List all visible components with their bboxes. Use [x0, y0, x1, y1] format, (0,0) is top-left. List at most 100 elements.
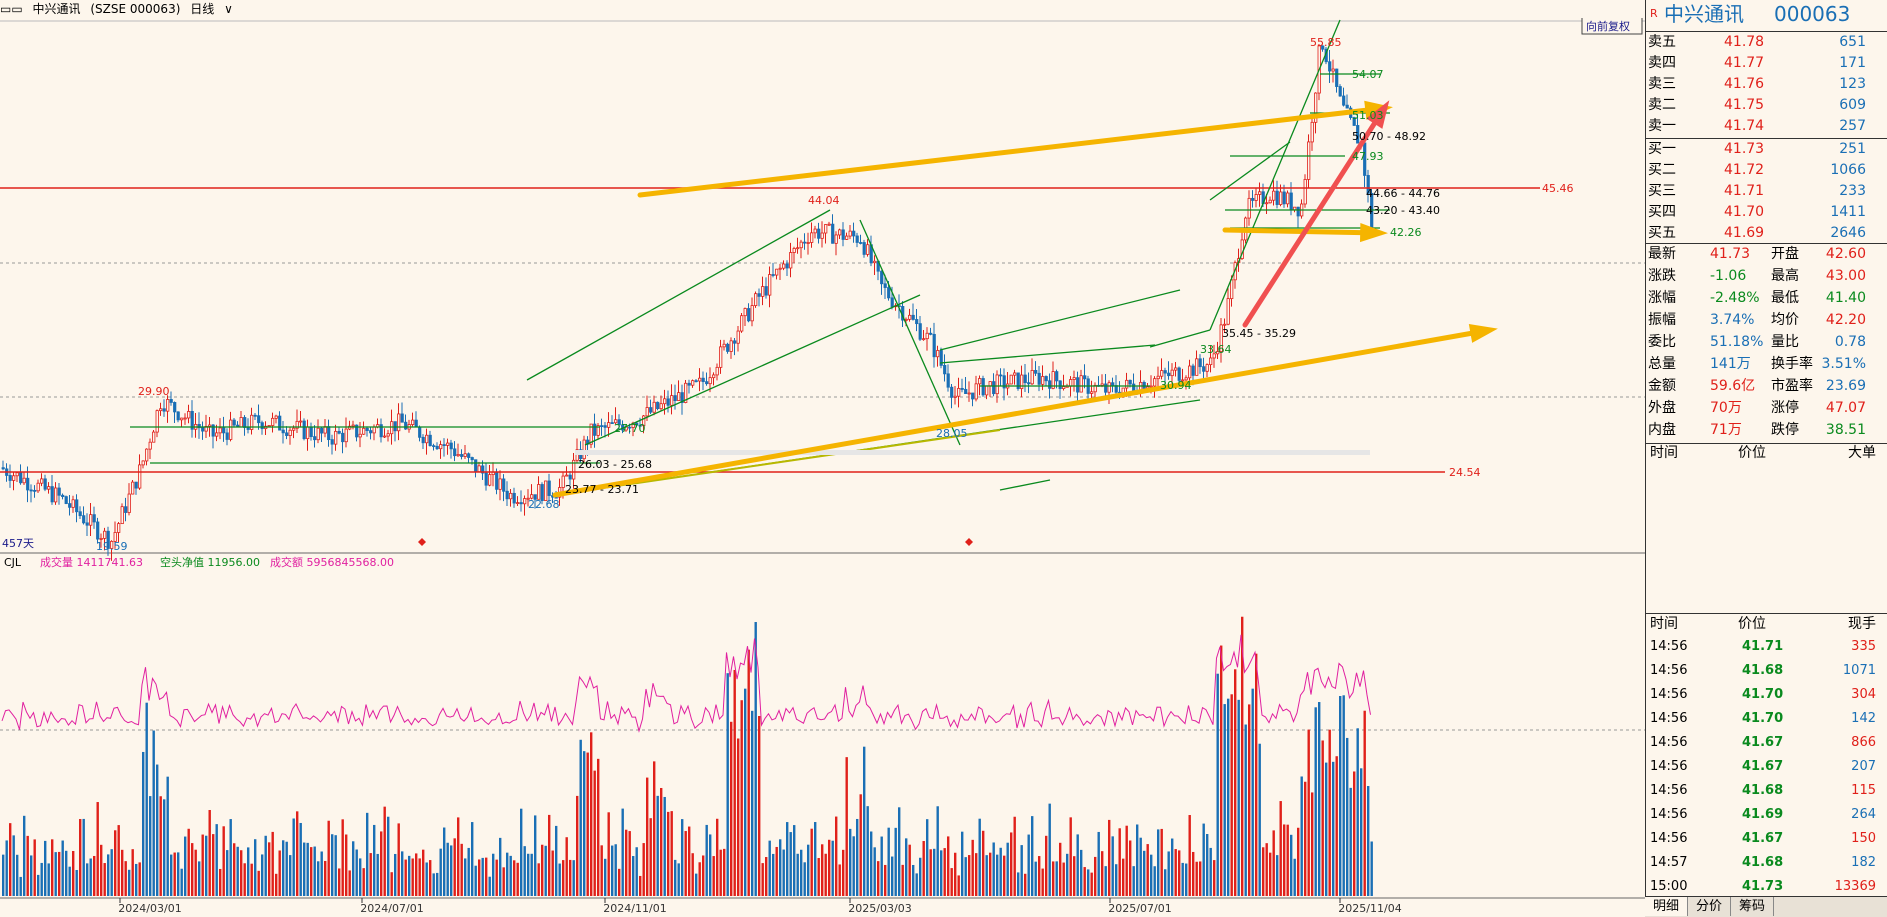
- volume-bar: [124, 861, 127, 896]
- period-selector[interactable]: 日线 ∨: [190, 2, 233, 16]
- candle-body: [355, 424, 359, 438]
- volume-bar: [110, 849, 113, 896]
- volume-bar: [642, 843, 645, 896]
- volume-bar: [1045, 835, 1048, 896]
- candle: [925, 327, 929, 351]
- candle-body: [820, 232, 824, 239]
- candle: [883, 274, 887, 300]
- stat-label: 金额: [1648, 378, 1676, 394]
- candle-body: [509, 492, 513, 500]
- tick-volume: 335: [1851, 639, 1876, 654]
- volume-bars: [2, 616, 1373, 896]
- volume-bar: [975, 853, 978, 896]
- candle-body: [351, 424, 355, 427]
- candle-body: [1020, 374, 1024, 389]
- volume-bar: [268, 842, 271, 896]
- candle: [943, 354, 947, 382]
- price-label: 50.70 - 48.92: [1352, 130, 1426, 143]
- volume-bar: [2, 854, 5, 896]
- candle: [936, 345, 940, 367]
- chart-header: ▭▭ 中兴通讯 (SZSE 000063) 日线 ∨: [0, 0, 1645, 18]
- volume-bar: [243, 863, 246, 896]
- trend-arrow-lower: [552, 324, 1498, 498]
- candle: [253, 413, 257, 421]
- candle-body: [313, 436, 317, 441]
- candle: [334, 424, 338, 451]
- stat-value: -2.48%: [1710, 290, 1760, 306]
- volume-bar: [422, 849, 425, 896]
- volume-bar: [310, 847, 313, 896]
- bid-row: 买一 41.73 251: [1646, 139, 1887, 159]
- candle-body: [155, 410, 159, 433]
- stat-value: 38.51: [1825, 422, 1866, 438]
- candle: [33, 485, 37, 498]
- volume-bar: [152, 730, 155, 896]
- trend-line: [999, 479, 1051, 491]
- candle-body: [187, 411, 191, 419]
- candle-body: [1268, 199, 1272, 204]
- volume-bar: [803, 862, 806, 896]
- volume-bar: [68, 866, 71, 896]
- volume-bar: [828, 839, 831, 896]
- candle: [1251, 190, 1255, 208]
- candle-body: [719, 346, 723, 368]
- candle: [1051, 361, 1055, 390]
- bid-label: 买二: [1648, 162, 1676, 178]
- volume-bar: [257, 870, 260, 896]
- candle: [680, 384, 684, 415]
- candle: [131, 480, 135, 495]
- candle: [582, 435, 586, 464]
- candlestick-series: [1, 43, 1374, 561]
- trend-line: [584, 294, 921, 446]
- candle-body: [750, 305, 754, 322]
- volume-bar: [229, 819, 232, 896]
- volume-bar: [1286, 824, 1289, 896]
- volume-bar: [1223, 704, 1226, 896]
- ask-label: 卖一: [1648, 118, 1676, 134]
- candle: [148, 438, 152, 460]
- tick-row: 14:56 41.70 142: [1646, 709, 1887, 729]
- candle-body: [1356, 125, 1360, 144]
- candle: [1006, 372, 1010, 396]
- volume-bar: [863, 746, 866, 896]
- candle: [502, 474, 506, 502]
- price-label: 29.90: [138, 385, 170, 398]
- candle: [761, 276, 765, 306]
- candle: [1205, 363, 1209, 378]
- candle: [1086, 375, 1090, 400]
- bid-label: 买一: [1648, 141, 1676, 157]
- candle: [117, 522, 121, 543]
- candle-body: [36, 482, 40, 492]
- tick-price: 41.69: [1742, 807, 1784, 822]
- candle-body: [215, 432, 219, 437]
- tab-2[interactable]: 筹码: [1731, 897, 1775, 916]
- volume-bar: [1216, 673, 1219, 896]
- candle: [316, 419, 320, 444]
- volume-bar: [9, 823, 12, 896]
- volume-bar: [117, 825, 120, 896]
- candle-body: [505, 490, 509, 500]
- volume-bar: [1080, 849, 1083, 896]
- volume-bar: [796, 853, 799, 896]
- menu-icon[interactable]: ▭▭: [0, 2, 23, 16]
- candle-body: [988, 381, 992, 387]
- price-label: 43.20 - 43.40: [1366, 204, 1440, 217]
- candle-body: [992, 381, 996, 395]
- tab-1[interactable]: 分价: [1688, 897, 1732, 916]
- bid-price: 41.69: [1724, 225, 1765, 241]
- volume-bar: [565, 837, 568, 896]
- volume-bar: [1311, 792, 1314, 896]
- volume-bar: [1160, 828, 1163, 896]
- candle: [250, 407, 254, 435]
- candle-body: [309, 426, 313, 438]
- x-axis-date: 2024/03/01: [118, 902, 181, 915]
- volume-bar: [845, 757, 848, 896]
- candle: [673, 384, 677, 410]
- candle-body: [1023, 374, 1027, 384]
- candle: [1247, 190, 1251, 226]
- volume-bar: [1272, 830, 1275, 896]
- tab-0[interactable]: 明细: [1645, 897, 1689, 916]
- tick-price: 41.70: [1742, 687, 1784, 702]
- candle: [302, 418, 306, 441]
- kline-chart[interactable]: 向前复权 45.46 24.54 44.04 29.90 28.05 22.68 54.07 5…: [0, 0, 1645, 916]
